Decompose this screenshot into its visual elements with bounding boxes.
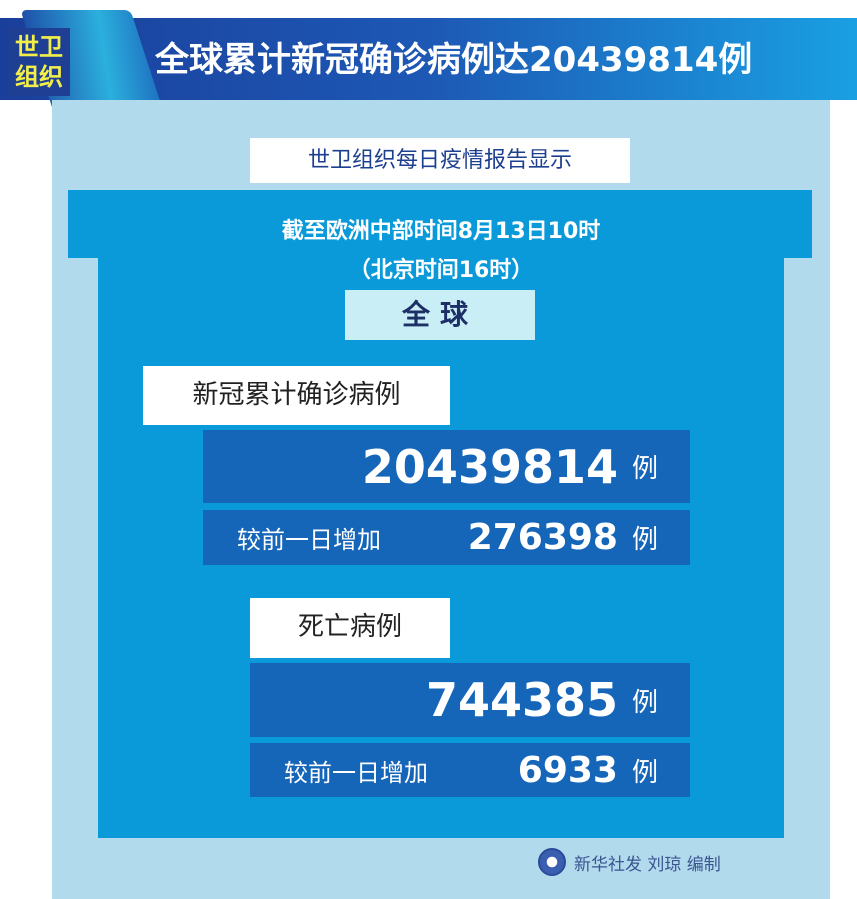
scope-label: 全球 xyxy=(345,290,535,340)
who-badge: 世卫 组织 xyxy=(8,28,70,96)
cases-label: 新冠累计确诊病例 xyxy=(143,366,450,425)
increase-label: 较前一日增加 xyxy=(284,758,428,787)
time-line2: （北京时间16时） xyxy=(348,258,534,283)
deaths-increase-box: 较前一日增加 6933 例 xyxy=(250,743,690,797)
cases-increase-box: 较前一日增加 276398 例 xyxy=(203,510,690,565)
cases-total: 20439814 xyxy=(361,439,618,494)
unit: 例 xyxy=(631,687,658,718)
unit: 例 xyxy=(631,757,658,788)
deaths-total: 744385 xyxy=(425,673,618,727)
unit: 例 xyxy=(631,454,658,484)
deaths-label: 死亡病例 xyxy=(250,598,450,658)
deaths-increase: 6933 xyxy=(517,749,618,791)
cases-total-box: 20439814 例 xyxy=(203,430,690,503)
credit-text: 新华社发 刘琼 编制 xyxy=(574,854,721,875)
page-title: 全球累计新冠确诊病例达20439814例 xyxy=(155,40,753,80)
time-line1: 截至欧洲中部时间8月13日10时 xyxy=(281,219,601,244)
cases-increase: 276398 xyxy=(467,517,618,558)
footer-credit: 新华社发 刘琼 编制 xyxy=(538,848,721,876)
badge-line1: 世卫 xyxy=(15,33,63,61)
badge-line2: 组织 xyxy=(15,63,63,91)
increase-label: 较前一日增加 xyxy=(237,526,381,554)
deaths-total-box: 744385 例 xyxy=(250,663,690,737)
subtitle: 世卫组织每日疫情报告显示 xyxy=(250,138,630,183)
xinhua-logo-icon xyxy=(538,848,566,876)
unit: 例 xyxy=(631,525,658,555)
